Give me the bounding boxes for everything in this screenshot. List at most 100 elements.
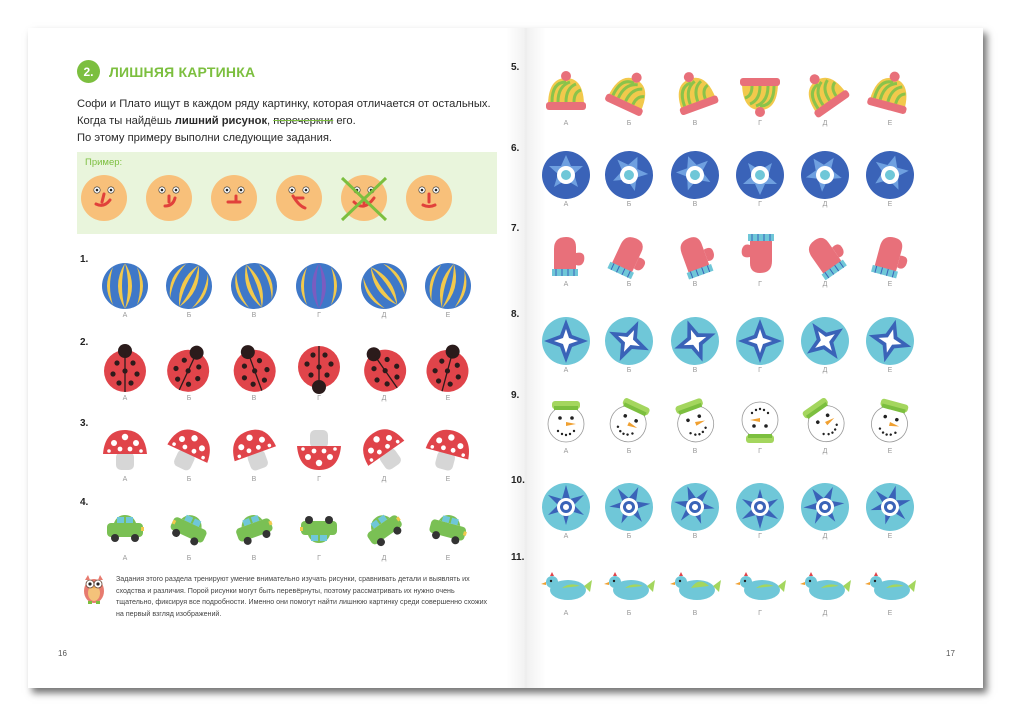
- mushroom-icon[interactable]: [99, 424, 151, 476]
- car-icon[interactable]: [163, 503, 215, 555]
- snowflake-diamond-icon[interactable]: [734, 315, 786, 367]
- option-letter: Е: [887, 120, 893, 127]
- option-letter: Д: [822, 448, 828, 455]
- row-number: 4.: [80, 497, 89, 508]
- option-letter: В: [692, 610, 698, 617]
- intro-line-2-strike: перечеркни: [273, 115, 334, 127]
- snowflake-star-icon[interactable]: [669, 149, 721, 201]
- snowflake-diamond-icon[interactable]: [864, 315, 916, 367]
- snowflake-ring-icon[interactable]: [603, 481, 655, 533]
- ball-icon[interactable]: [228, 260, 280, 312]
- hat-icon[interactable]: [799, 68, 851, 120]
- bird-icon[interactable]: [799, 558, 851, 610]
- snowflake-star-icon[interactable]: [540, 149, 592, 201]
- snowflake-ring-icon[interactable]: [799, 481, 851, 533]
- snowman-icon[interactable]: [603, 396, 655, 448]
- option-letter: В: [692, 120, 698, 127]
- option-letter: Г: [758, 448, 762, 455]
- snowflake-diamond-icon[interactable]: [540, 315, 592, 367]
- snowflake-ring-icon[interactable]: [669, 481, 721, 533]
- car-icon[interactable]: [293, 503, 345, 555]
- option-letter: Г: [758, 367, 762, 374]
- option-letter: Е: [445, 476, 451, 483]
- mitten-icon[interactable]: [734, 229, 786, 281]
- option-letter: А: [563, 120, 569, 127]
- hat-icon[interactable]: [540, 68, 592, 120]
- snowflake-star-icon[interactable]: [799, 149, 851, 201]
- ladybug-icon[interactable]: [228, 343, 280, 395]
- option-letter: В: [692, 201, 698, 208]
- hat-icon[interactable]: [669, 68, 721, 120]
- option-letter: Г: [317, 555, 321, 562]
- intro-line-2: Когда ты найдёшь лишний рисунок, перечер…: [77, 113, 491, 130]
- example-face-icon: [403, 172, 455, 224]
- snowflake-star-icon[interactable]: [734, 149, 786, 201]
- mitten-icon[interactable]: [864, 229, 916, 281]
- bird-icon[interactable]: [734, 558, 786, 610]
- ball-icon[interactable]: [293, 260, 345, 312]
- bird-icon[interactable]: [669, 558, 721, 610]
- snowflake-ring-icon[interactable]: [734, 481, 786, 533]
- option-letter: Б: [626, 281, 632, 288]
- snowflake-star-icon[interactable]: [603, 149, 655, 201]
- ladybug-icon[interactable]: [163, 343, 215, 395]
- snowman-icon[interactable]: [669, 396, 721, 448]
- option-letter: Е: [887, 533, 893, 540]
- hat-icon[interactable]: [603, 68, 655, 120]
- mitten-icon[interactable]: [540, 229, 592, 281]
- snowflake-diamond-icon[interactable]: [669, 315, 721, 367]
- ladybug-icon[interactable]: [99, 343, 151, 395]
- option-letter: Д: [381, 555, 387, 562]
- mushroom-icon[interactable]: [358, 424, 410, 476]
- car-icon[interactable]: [99, 503, 151, 555]
- hat-icon[interactable]: [734, 68, 786, 120]
- bird-icon[interactable]: [540, 558, 592, 610]
- snowman-icon[interactable]: [864, 396, 916, 448]
- option-letter: Е: [887, 201, 893, 208]
- option-letter: Г: [758, 610, 762, 617]
- option-letter: Г: [317, 395, 321, 402]
- mitten-icon[interactable]: [603, 229, 655, 281]
- mushroom-icon[interactable]: [163, 424, 215, 476]
- ball-icon[interactable]: [99, 260, 151, 312]
- row-number: 1.: [80, 254, 89, 265]
- bird-icon[interactable]: [864, 558, 916, 610]
- book-spine: [506, 28, 546, 688]
- car-icon[interactable]: [228, 503, 280, 555]
- intro-line-1: Софи и Плато ищут в каждом ряду картинку…: [77, 98, 491, 110]
- ladybug-icon[interactable]: [422, 343, 474, 395]
- snowman-icon[interactable]: [540, 396, 592, 448]
- option-letter: А: [122, 555, 128, 562]
- ball-icon[interactable]: [422, 260, 474, 312]
- option-letter: В: [251, 476, 257, 483]
- ladybug-icon[interactable]: [358, 343, 410, 395]
- car-icon[interactable]: [422, 503, 474, 555]
- option-letter: Д: [822, 367, 828, 374]
- option-letter: А: [122, 395, 128, 402]
- snowflake-ring-icon[interactable]: [540, 481, 592, 533]
- mushroom-icon[interactable]: [422, 424, 474, 476]
- mitten-icon[interactable]: [799, 229, 851, 281]
- mushroom-icon[interactable]: [228, 424, 280, 476]
- snowflake-diamond-icon[interactable]: [603, 315, 655, 367]
- option-letter: А: [563, 610, 569, 617]
- option-letter: В: [692, 367, 698, 374]
- option-letter: Д: [381, 476, 387, 483]
- snowflake-diamond-icon[interactable]: [799, 315, 851, 367]
- mushroom-icon[interactable]: [293, 424, 345, 476]
- option-letter: Г: [758, 120, 762, 127]
- ladybug-icon[interactable]: [293, 343, 345, 395]
- option-letter: Е: [887, 281, 893, 288]
- car-icon[interactable]: [358, 503, 410, 555]
- hat-icon[interactable]: [864, 68, 916, 120]
- option-letter: Б: [186, 555, 192, 562]
- ball-icon[interactable]: [163, 260, 215, 312]
- snowflake-star-icon[interactable]: [864, 149, 916, 201]
- snowflake-ring-icon[interactable]: [864, 481, 916, 533]
- snowman-icon[interactable]: [734, 396, 786, 448]
- bird-icon[interactable]: [603, 558, 655, 610]
- snowman-icon[interactable]: [799, 396, 851, 448]
- ball-icon[interactable]: [358, 260, 410, 312]
- mitten-icon[interactable]: [669, 229, 721, 281]
- intro-text: Софи и Плато ищут в каждом ряду картинку…: [77, 96, 491, 147]
